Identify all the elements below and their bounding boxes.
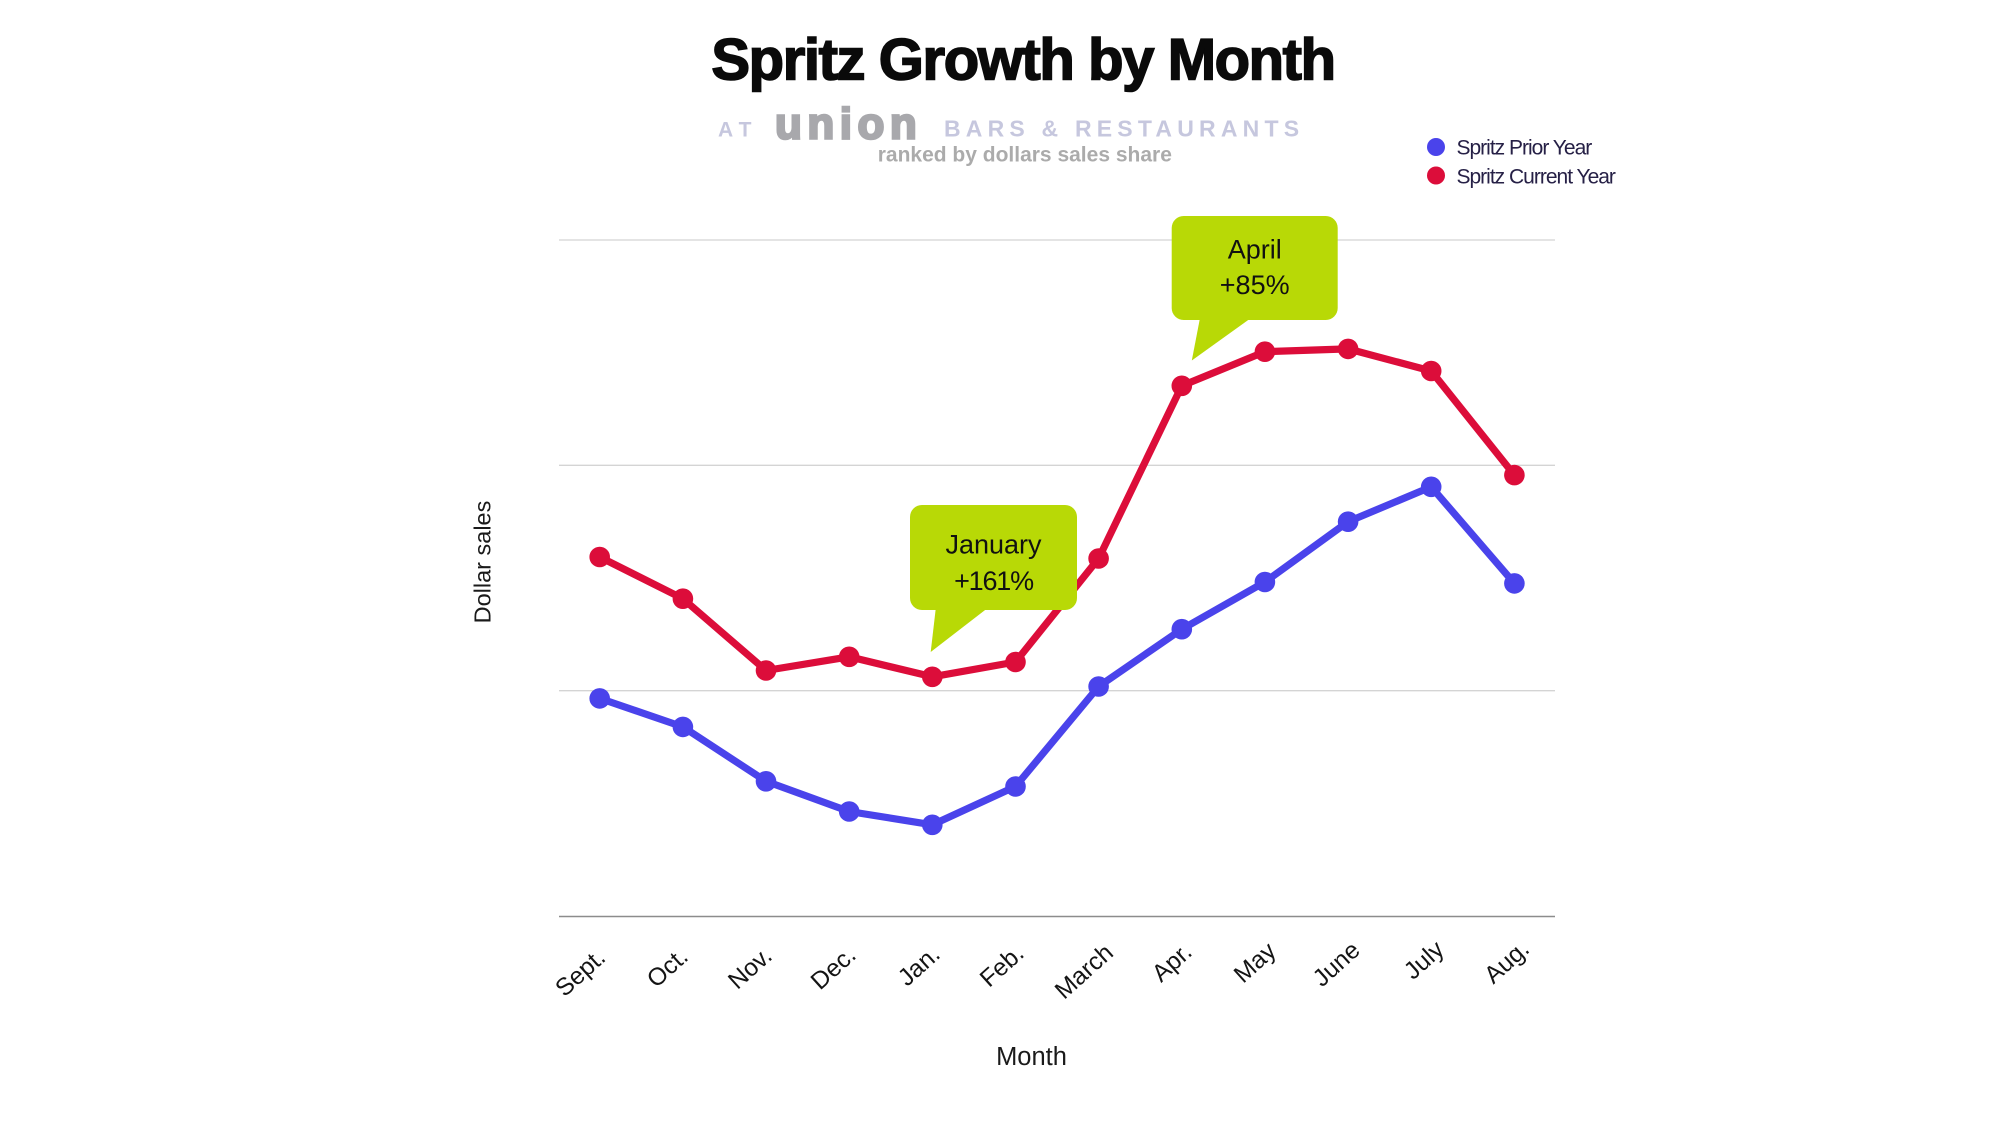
- svg-text:+85%: +85%: [1220, 270, 1290, 300]
- svg-text:Dec.: Dec.: [806, 941, 862, 995]
- svg-text:Apr.: Apr.: [1147, 938, 1197, 987]
- svg-text:July: July: [1399, 935, 1450, 985]
- svg-text:Spritz Growth by Month: Spritz Growth by Month: [711, 28, 1334, 93]
- svg-text:BARS & RESTAURANTS: BARS & RESTAURANTS: [944, 116, 1304, 142]
- svg-text:Month: Month: [996, 1043, 1067, 1071]
- svg-text:ranked by dollars sales share: ranked by dollars sales share: [878, 144, 1172, 167]
- svg-text:Dollar sales: Dollar sales: [470, 501, 496, 624]
- svg-text:Nov.: Nov.: [723, 942, 777, 995]
- svg-text:May: May: [1229, 937, 1282, 989]
- svg-text:Feb.: Feb.: [975, 940, 1030, 993]
- svg-text:Spritz Current Year: Spritz Current Year: [1457, 166, 1616, 189]
- svg-text:Oct.: Oct.: [642, 943, 693, 993]
- svg-text:+161%: +161%: [954, 566, 1034, 596]
- svg-text:Spritz Prior Year: Spritz Prior Year: [1457, 137, 1593, 160]
- svg-text:January: January: [945, 529, 1042, 559]
- svg-text:March: March: [1050, 939, 1119, 1005]
- svg-text:Jan.: Jan.: [893, 941, 945, 992]
- svg-text:AT: AT: [718, 119, 758, 142]
- svg-text:Aug.: Aug.: [1479, 935, 1535, 989]
- svg-text:April: April: [1228, 235, 1282, 265]
- svg-text:union: union: [775, 100, 922, 149]
- svg-text:Sept.: Sept.: [550, 944, 611, 1002]
- svg-text:June: June: [1308, 937, 1366, 993]
